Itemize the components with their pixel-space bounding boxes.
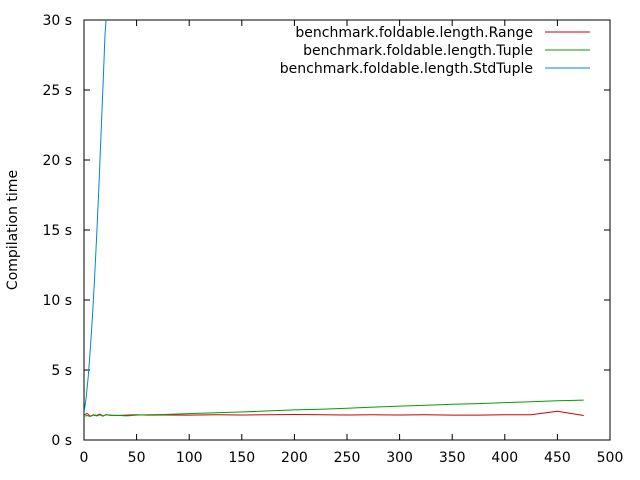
series-line-2 [84,399,584,418]
x-tick-label: 250 [334,450,361,466]
y-tick-label: 30 s [42,13,72,29]
legend-label: benchmark.foldable.length.StdTuple [280,61,533,77]
y-tick-label: 10 s [42,293,72,309]
legend-label: benchmark.foldable.length.Range [295,25,533,41]
x-tick-label: 150 [228,450,255,466]
y-tick-label: 20 s [42,153,72,169]
x-tick-label: 350 [439,450,466,466]
x-tick-label: 450 [544,450,571,466]
x-tick-label: 400 [491,450,518,466]
y-axis-title: Compilation time [5,170,21,290]
x-tick-label: 500 [597,450,624,466]
y-tick-label: 15 s [42,223,72,239]
legend-label: benchmark.foldable.length.Tuple [303,43,533,59]
x-tick-label: 300 [386,450,413,466]
series-line-3 [84,20,107,414]
y-axis-ticks: 0 s 5 s 10 s 15 s 20 s 25 s 30 s [42,13,610,449]
y-tick-label: 0 s [51,433,72,449]
x-tick-label: 0 [80,450,89,466]
series-line-1 [84,410,584,417]
x-tick-label: 50 [128,450,146,466]
x-tick-label: 100 [176,450,203,466]
plot-frame [83,19,611,441]
x-axis-ticks: 0 50 100 150 200 250 300 350 400 450 500 [80,20,624,466]
x-tick-label: 200 [281,450,308,466]
y-tick-label: 5 s [51,363,72,379]
legend: benchmark.foldable.length.Range benchmark… [280,25,590,77]
series-lines [84,20,584,418]
y-tick-label: 25 s [42,83,72,99]
